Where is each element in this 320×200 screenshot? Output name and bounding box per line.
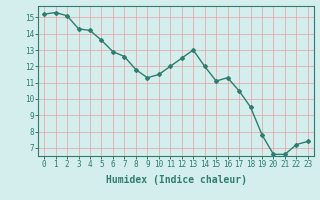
X-axis label: Humidex (Indice chaleur): Humidex (Indice chaleur) bbox=[106, 175, 246, 185]
